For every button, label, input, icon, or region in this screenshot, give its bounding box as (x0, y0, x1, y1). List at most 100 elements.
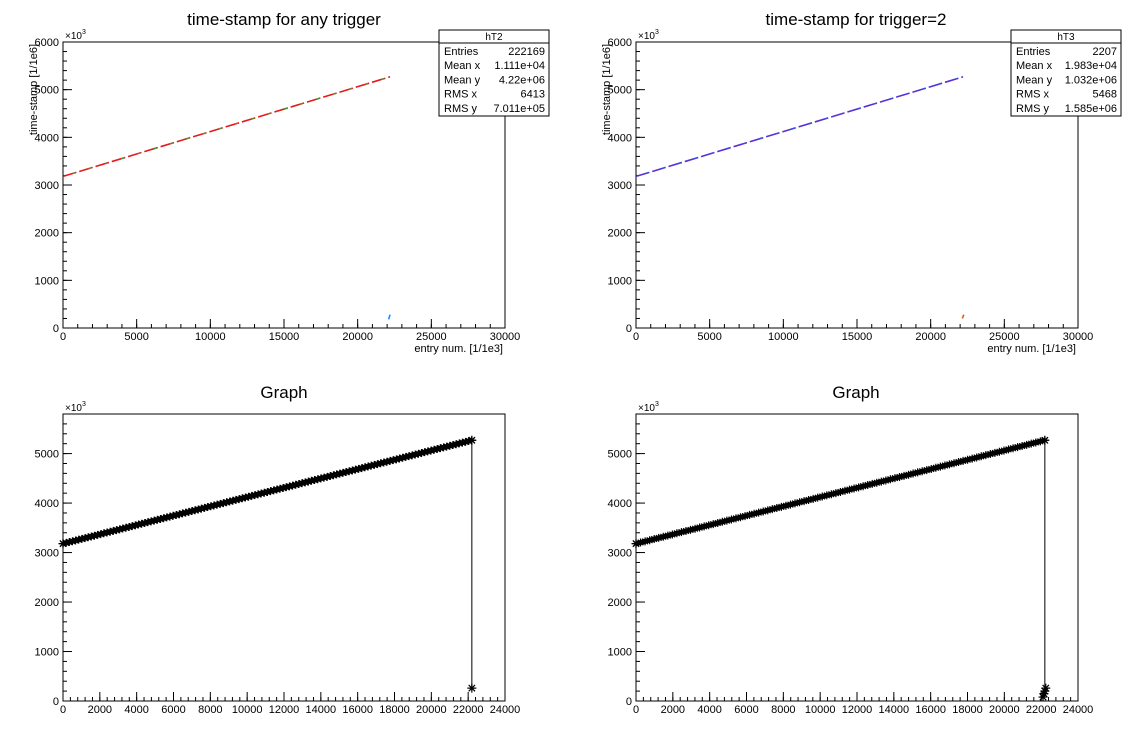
graph-marker (313, 475, 322, 484)
graph-marker (65, 538, 74, 547)
graph-marker (68, 537, 77, 546)
graph-marker (137, 519, 146, 528)
graph-marker (74, 535, 83, 544)
graph-marker (77, 534, 86, 543)
stats-value: 1.983e+04 (1065, 60, 1117, 72)
graph-marker (197, 504, 206, 513)
graph-marker (949, 459, 958, 468)
graph-marker (103, 528, 112, 537)
y-tick-label: 0 (626, 323, 632, 335)
graph-marker (332, 470, 341, 479)
x-tick-label: 10000 (768, 331, 799, 343)
graph-marker (408, 451, 417, 460)
graph-marker (836, 487, 845, 496)
graph-marker (886, 475, 895, 484)
data-series-overlay (635, 76, 964, 177)
graph-marker (364, 462, 373, 471)
graph-marker (868, 479, 877, 488)
graph-marker (294, 479, 303, 488)
graph-marker (1022, 440, 1031, 449)
graph-marker (329, 471, 338, 480)
graph-marker (731, 514, 740, 523)
graph-marker (128, 522, 137, 531)
graph-marker (800, 497, 809, 506)
graph-marker (986, 450, 995, 459)
graph-marker (759, 507, 768, 516)
graph-marker (977, 452, 986, 461)
x-tick-label: 18000 (952, 704, 983, 716)
graph-marker (178, 509, 187, 518)
graph-marker (786, 500, 795, 509)
graph-marker (464, 437, 473, 446)
graph-line (62, 439, 473, 689)
y-tick-label: 0 (53, 323, 59, 335)
graph-marker (225, 497, 234, 506)
graph-marker (216, 499, 225, 508)
graph-marker (370, 460, 379, 469)
graph-marker (818, 492, 827, 501)
stats-label: RMS y (444, 103, 478, 115)
graph-marker (913, 468, 922, 477)
y-tick-label: 4000 (608, 132, 632, 144)
graph-marker (423, 447, 432, 456)
stats-value: 2207 (1093, 46, 1117, 58)
graph-marker (445, 441, 454, 450)
graph-marker (877, 477, 886, 486)
graph-marker (342, 468, 351, 477)
graph-marker (244, 492, 253, 501)
data-series-1 (387, 314, 391, 320)
graph-marker (458, 438, 467, 447)
x-tick-label: 20000 (342, 331, 373, 343)
graph-marker (213, 500, 222, 509)
graph-marker (430, 445, 439, 454)
graph-marker (285, 482, 294, 491)
graph-marker (121, 523, 130, 532)
exponent-base: ×10 (638, 403, 655, 414)
graph-marker (360, 463, 369, 472)
x-tick-label: 30000 (490, 331, 521, 343)
graph-marker (143, 518, 152, 527)
stats-value: 1.032e+06 (1065, 74, 1117, 86)
graph-marker (695, 523, 704, 532)
graph-marker (373, 460, 382, 469)
graph-marker (436, 444, 445, 453)
graph-marker (781, 501, 790, 510)
graph-marker (200, 503, 209, 512)
stats-box-name: hT3 (1057, 32, 1075, 43)
graph-marker (691, 524, 700, 533)
graph-marker (840, 486, 849, 495)
graph-marker (272, 485, 281, 494)
graph-marker (995, 447, 1004, 456)
graph-marker (663, 531, 672, 540)
graph-marker (713, 518, 722, 527)
graph-marker (954, 458, 963, 467)
graph-marker (990, 448, 999, 457)
graph-marker (763, 506, 772, 515)
graph-marker (93, 530, 102, 539)
y-tick-label: 6000 (35, 37, 59, 49)
x-tick-label: 4000 (697, 704, 721, 716)
y-exponent-label: ×103 (65, 401, 86, 414)
x-tick-label: 22000 (453, 704, 484, 716)
stats-box-frame (1010, 29, 1122, 117)
graph-marker (257, 489, 266, 498)
y-tick-label: 1000 (35, 275, 59, 287)
y-tick-label: 4000 (608, 498, 632, 510)
data-series-overlay (62, 76, 391, 177)
graph-marker (165, 512, 174, 521)
graph-marker (320, 473, 329, 482)
graph-marker (813, 493, 822, 502)
graph-marker (376, 459, 385, 468)
graph-marker (922, 466, 931, 475)
graph-marker (125, 522, 134, 531)
graph-marker (181, 508, 190, 517)
graph-marker (631, 539, 641, 549)
y-exponent-label: ×103 (65, 29, 86, 42)
graph-marker (452, 440, 461, 449)
x-tick-label: 25000 (416, 331, 447, 343)
graph-marker (772, 504, 781, 513)
y-exponent-label: ×103 (638, 401, 659, 414)
graph-marker (777, 502, 786, 511)
x-tick-label: 15000 (842, 331, 873, 343)
